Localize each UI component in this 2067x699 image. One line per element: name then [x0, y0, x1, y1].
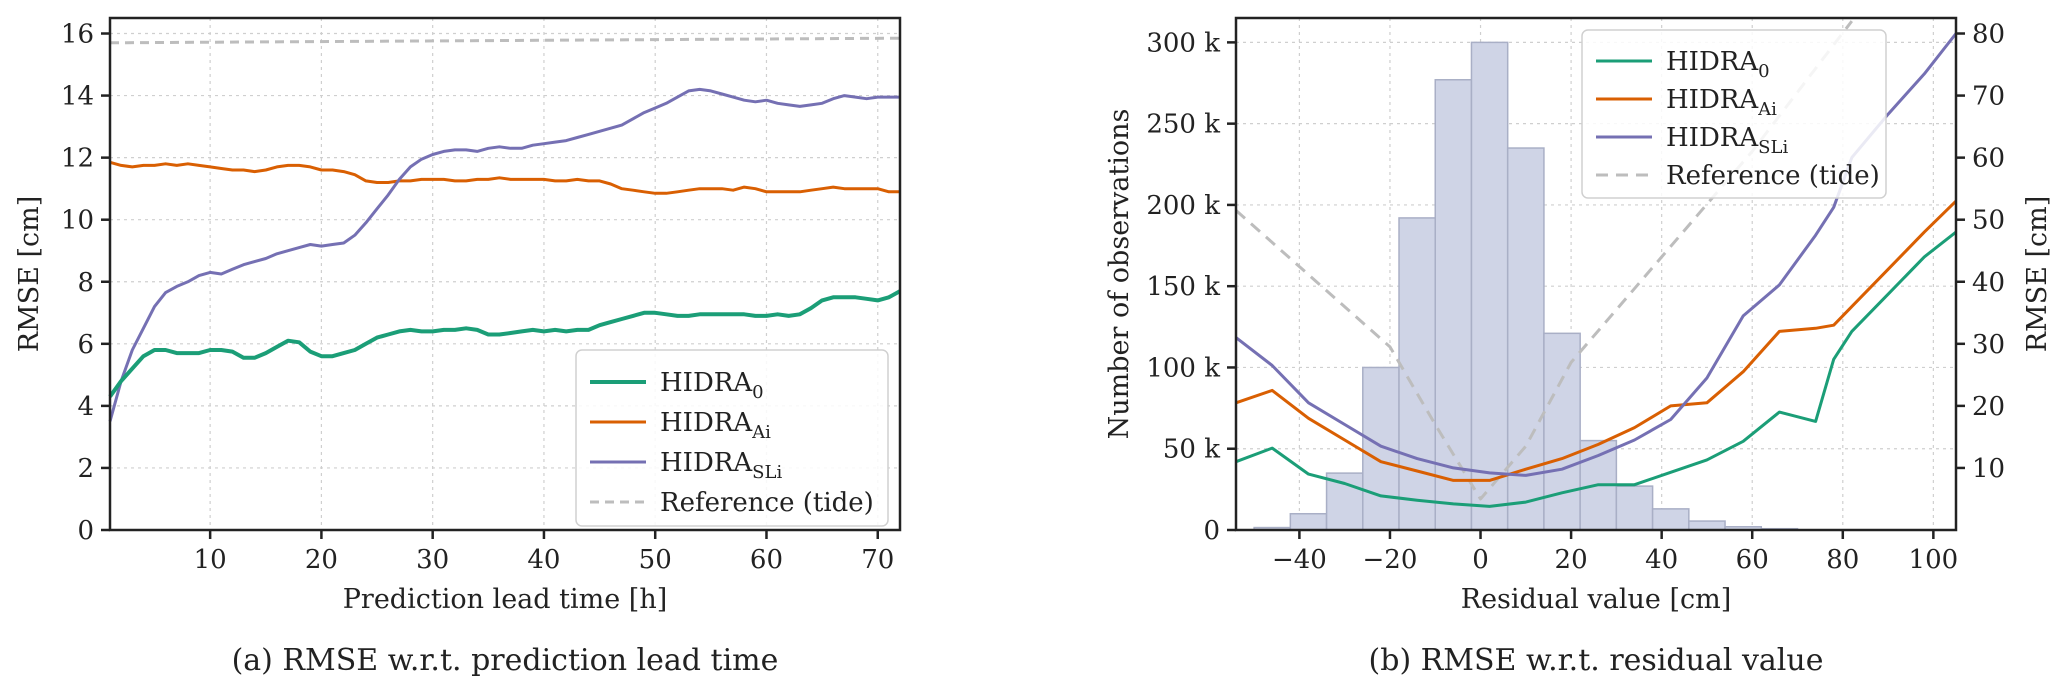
- legend-label-name: HIDRA: [1666, 85, 1759, 115]
- series-line-hidra-sli: [108, 87, 900, 422]
- x-tick-label: 40: [527, 545, 560, 575]
- legend-label: HIDRASLi: [660, 448, 782, 483]
- legend-label-subscript: 0: [1758, 61, 1769, 82]
- panel-a-caption: (a) RMSE w.r.t. prediction lead time: [232, 643, 779, 678]
- panel-b-right-ylabel: RMSE [cm]: [2022, 196, 2053, 353]
- legend-label: HIDRA0: [1666, 47, 1770, 82]
- panel-a-axes-frame: [108, 16, 902, 532]
- x-tick-label: 50: [639, 545, 672, 575]
- panel-a-rmse-vs-lead-time: 10 20 30 40 50 60 70 0 2 4 6 8 10 12 14 16 Prediction …: [14, 16, 902, 678]
- x-tick-label: 80: [1826, 545, 1859, 575]
- panel-b-left-ylabel: Number of observations: [1104, 109, 1135, 440]
- series-line-hidra-ai: [109, 160, 900, 195]
- left-y-tick-label: 150 k: [1146, 272, 1220, 302]
- panel-b-xlabel: Residual value [cm]: [1461, 584, 1732, 615]
- y-tick-label: 4: [77, 392, 94, 422]
- legend-box: [1581, 29, 1887, 199]
- x-tick-label: 60: [750, 545, 783, 575]
- y-tick-label: 16: [61, 20, 94, 50]
- right-y-tick-label: 50: [1972, 206, 2005, 236]
- right-y-tick-label: 10: [1972, 454, 2005, 484]
- left-y-tick-label: 250 k: [1146, 110, 1220, 140]
- panel-a-series: [108, 36, 901, 422]
- legend-label-name: HIDRA: [660, 448, 753, 478]
- left-y-tick-label: 200 k: [1146, 191, 1220, 221]
- histogram-bar: [1398, 217, 1436, 531]
- legend-label-name: Reference (tide): [1666, 161, 1880, 191]
- histogram-bar: [1362, 366, 1400, 531]
- series-line-hidra-0: [108, 289, 901, 398]
- right-y-tick-label: 60: [1972, 144, 2005, 174]
- y-tick-label: 8: [77, 268, 94, 298]
- histogram-bar: [1289, 512, 1328, 531]
- y-tick-label: 14: [61, 82, 94, 112]
- panel-a-ylabel: RMSE [cm]: [14, 196, 45, 353]
- x-tick-label: −20: [1363, 545, 1418, 575]
- legend-label-subscript: Ai: [751, 422, 771, 443]
- legend-label-subscript: SLi: [752, 462, 782, 483]
- y-tick-label: 12: [61, 144, 94, 174]
- right-y-tick-label: 20: [1972, 392, 2005, 422]
- legend-label: HIDRASLi: [1666, 123, 1788, 158]
- series-line-hidra-ai: [1235, 200, 1958, 482]
- legend-label-subscript: Ai: [1757, 99, 1777, 120]
- x-tick-label: 40: [1645, 545, 1678, 575]
- panel-b-right-y-ticks: 10 20 30 40 50 60 70 80: [1956, 20, 2005, 484]
- panel-b-axes-frame: [1234, 16, 1958, 532]
- right-y-tick-label: 70: [1972, 82, 2005, 112]
- histogram-bar: [1543, 332, 1581, 531]
- y-tick-label: 10: [61, 206, 94, 236]
- y-tick-label: 2: [77, 454, 94, 484]
- right-y-tick-label: 30: [1972, 330, 2005, 360]
- right-y-tick-label: 40: [1972, 268, 2005, 298]
- panel-a-x-ticks: 10 20 30 40 50 60 70: [194, 530, 894, 575]
- x-tick-label: −40: [1272, 545, 1327, 575]
- x-tick-label: 60: [1736, 545, 1769, 575]
- x-tick-label: 20: [305, 545, 338, 575]
- histogram-bar: [1651, 508, 1690, 531]
- histogram-bar: [1688, 520, 1726, 531]
- series-line-hidra-0: [1235, 230, 1957, 508]
- legend-label: Reference (tide): [1666, 161, 1880, 191]
- y-tick-label: 6: [77, 330, 94, 360]
- x-tick-label: 20: [1555, 545, 1588, 575]
- series-line-reference-tide: [109, 36, 901, 45]
- x-tick-label: 100: [1909, 545, 1959, 575]
- x-tick-label: 70: [861, 545, 894, 575]
- left-y-tick-label: 50 k: [1163, 435, 1220, 465]
- legend-label-name: Reference (tide): [660, 488, 874, 518]
- legend-label-name: HIDRA: [660, 368, 753, 398]
- x-tick-label: 10: [194, 545, 227, 575]
- left-y-tick-label: 0: [1203, 516, 1220, 546]
- legend-label-name: HIDRA: [1666, 123, 1759, 153]
- legend-label-name: HIDRA: [660, 408, 753, 438]
- y-tick-label: 0: [77, 516, 94, 546]
- legend-label: Reference (tide): [660, 488, 874, 518]
- panel-a-xlabel: Prediction lead time [h]: [343, 584, 668, 615]
- histogram-bar: [1470, 41, 1509, 531]
- panel-b-x-ticks: −40 −20 0 20 40 60 80 100: [1272, 530, 1958, 575]
- legend-label-subscript: 0: [752, 382, 763, 403]
- left-y-tick-label: 300 k: [1146, 28, 1220, 58]
- legend-label-subscript: SLi: [1758, 137, 1788, 158]
- x-tick-label: 30: [416, 545, 449, 575]
- legend-label: HIDRA0: [660, 368, 764, 403]
- legend-label: HIDRAAi: [660, 408, 771, 443]
- left-y-tick-label: 100 k: [1146, 353, 1220, 383]
- panel-b-caption: (b) RMSE w.r.t. residual value: [1369, 643, 1824, 678]
- x-tick-label: 0: [1472, 545, 1489, 575]
- legend-label: HIDRAAi: [1666, 85, 1777, 120]
- panel-b-left-y-ticks: 0 50 k 100 k 150 k 200 k 250 k 300 k: [1146, 28, 1236, 546]
- panel-a-y-ticks: 0 2 4 6 8 10 12 14 16: [61, 20, 110, 546]
- histogram-bar: [1615, 485, 1654, 531]
- legend-box: [575, 349, 889, 527]
- legend-label-name: HIDRA: [1666, 47, 1759, 77]
- right-y-tick-label: 80: [1972, 20, 2005, 50]
- histogram-bar: [1434, 79, 1473, 531]
